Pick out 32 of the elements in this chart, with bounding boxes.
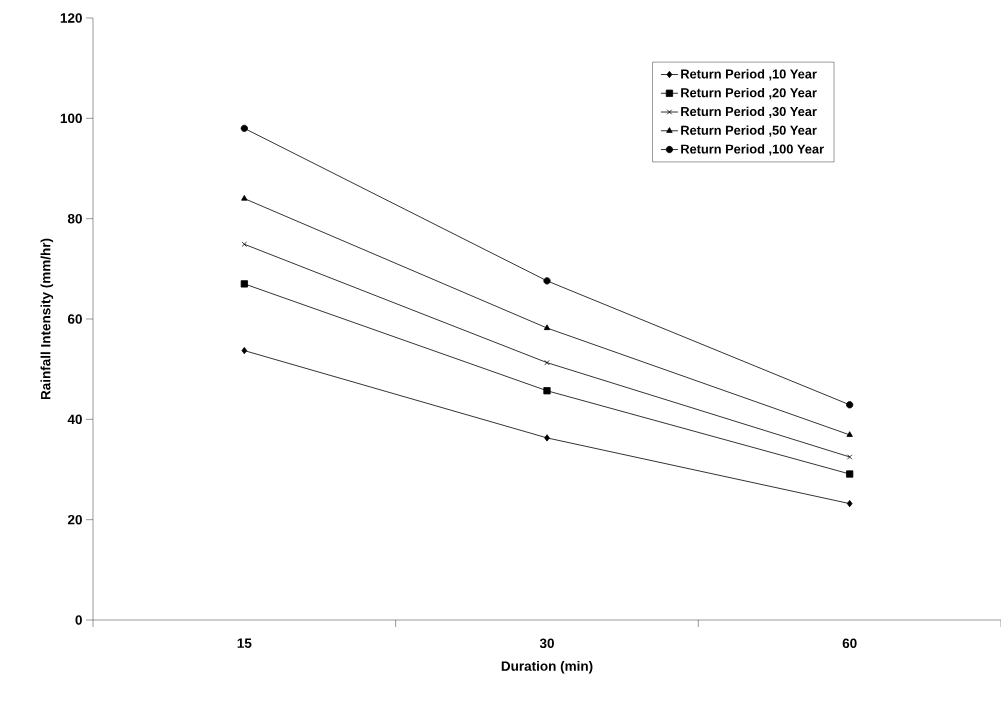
y-tick-label: 80 (67, 213, 82, 224)
legend-label: Return Period ,10 Year (681, 69, 817, 81)
point (240, 124, 248, 132)
point (846, 431, 853, 437)
y-tick-label: 0 (75, 615, 82, 625)
point (847, 454, 853, 460)
y-tick-label: 120 (60, 13, 82, 23)
point (241, 347, 248, 355)
legend-label: Return Period ,20 Year (681, 87, 817, 100)
x-tick-label: 60 (842, 638, 857, 649)
legend-label: Return Period ,30 Year (681, 106, 817, 118)
y-tick-label: 100 (60, 113, 82, 124)
y-tick-label: 20 (67, 514, 82, 525)
y-tick-label: 60 (67, 314, 82, 324)
point (241, 194, 248, 201)
point (544, 434, 550, 442)
point (846, 401, 854, 409)
y-axis-title: Rainfall Intensity (mm/hr) (40, 238, 54, 400)
point (543, 387, 551, 395)
point (846, 500, 853, 508)
point (241, 241, 247, 247)
x-tick-label: 30 (539, 638, 554, 649)
x-tick-label: 15 (237, 638, 252, 648)
x-axis-title: Duration (min) (501, 660, 593, 674)
point (543, 277, 551, 285)
point (543, 324, 551, 331)
y-tick-label: 40 (67, 414, 82, 425)
legend-label: Return Period ,50 Year (681, 125, 817, 137)
point (240, 280, 248, 288)
legend-label: Return Period ,100 Year (681, 144, 824, 156)
point (544, 359, 550, 366)
point (846, 470, 854, 478)
